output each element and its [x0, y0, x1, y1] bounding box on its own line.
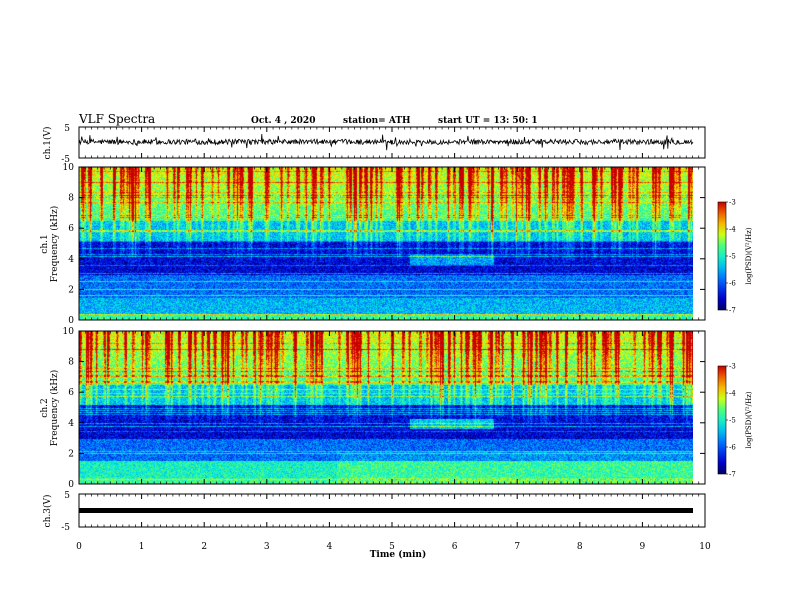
ch3-waveform-line	[79, 508, 693, 513]
y-tick-label: 6	[68, 388, 74, 398]
ch2-spectrogram-ylabel: Frequency (kHz)	[49, 370, 60, 447]
y-tick-label: 4	[68, 419, 74, 429]
colorbar-tick-label: -3	[729, 363, 736, 371]
colorbar-tick-label: -3	[729, 199, 736, 207]
y-tick-label: 2	[68, 285, 74, 295]
x-axis-label: Time (min)	[370, 549, 427, 560]
y-tick-label: 8	[68, 358, 74, 368]
colorbar-gradient	[717, 365, 727, 475]
y-tick-label: 4	[68, 255, 74, 265]
x-tick-label: 2	[201, 542, 207, 552]
ch2-spectrogram-image	[79, 331, 693, 484]
ch1-ylabel: ch.1(V)	[42, 127, 53, 160]
colorbar-tick-label: -7	[729, 471, 736, 479]
colorbar-tick-label: -6	[729, 280, 736, 288]
colorbar-tick-label: -4	[729, 226, 736, 234]
y-tick-label: 2	[68, 449, 74, 459]
ch1-ytick-top: 5	[64, 124, 70, 134]
x-tick-marks	[78, 127, 706, 527]
ch2-spectrogram-ylabel-top: ch.2	[40, 398, 50, 417]
x-tick-label: 3	[264, 542, 270, 552]
x-tick-label: 8	[577, 542, 583, 552]
colorbar-tick-label: -5	[729, 253, 736, 261]
header-station: station= ATH	[343, 116, 411, 126]
ch1-spectrogram-yticks: 0 2 4 6 8 10	[63, 163, 705, 326]
colorbar-label: log(PSD)(V²/Hz)	[745, 391, 753, 448]
colorbar-tick-label: -4	[729, 390, 736, 398]
y-tick-label: 10	[63, 327, 75, 337]
y-tick-label: 8	[68, 194, 74, 204]
colorbar-tick-label: -5	[729, 417, 736, 425]
header-date: Oct. 4 , 2020	[251, 116, 315, 126]
y-tick-label: 0	[68, 316, 74, 326]
x-tick-label: 9	[640, 542, 646, 552]
ch1-spectrogram-ylabel-top: ch.1	[40, 234, 50, 253]
ch1-spectrogram-ylabel: Frequency (kHz)	[49, 206, 60, 283]
y-tick-label: 0	[68, 480, 74, 490]
ch3-waveform-panel: 5 -5 ch.3(V)	[42, 491, 706, 533]
x-tick-label: 7	[514, 542, 520, 552]
colorbar-tick-label: -7	[729, 307, 736, 315]
ch2-colorbar: -3 -4 -5 -6 -7 log(PSD)(V²/Hz)	[717, 363, 753, 479]
y-tick-label: 10	[63, 163, 75, 173]
ch3-ylabel: ch.3(V)	[42, 495, 53, 528]
ch1-ytick-bottom: -5	[61, 155, 70, 165]
ch3-ytick-bottom: -5	[61, 523, 70, 533]
ch1-colorbar: -3 -4 -5 -6 -7 log(PSD)(V²/Hz)	[717, 199, 753, 315]
ch1-spectrogram-panel: 0 2 4 6 8 10 ch.1 Frequency (kHz)	[40, 163, 706, 326]
y-tick-label: 6	[68, 224, 74, 234]
x-tick-label: 1	[139, 542, 145, 552]
ch1-waveform-line	[78, 133, 694, 151]
colorbar-label: log(PSD)(V²/Hz)	[745, 227, 753, 284]
colorbar-gradient	[717, 201, 727, 311]
colorbar-tick-label: -6	[729, 444, 736, 452]
x-tick-label: 6	[452, 542, 458, 552]
x-tick-label: 10	[699, 542, 711, 552]
header-start-time: start UT = 13: 50: 1	[438, 116, 538, 126]
x-tick-label: 4	[327, 542, 333, 552]
x-tick-label: 0	[76, 542, 82, 552]
x-tick-label: 5	[389, 542, 395, 552]
ch3-ytick-top: 5	[64, 491, 70, 501]
chart-title: VLF Spectra	[78, 112, 155, 126]
ch1-spectrogram-image	[79, 167, 693, 320]
ch2-spectrogram-yticks: 0 2 4 6 8 10	[63, 327, 705, 490]
ch2-spectrogram-panel: 0 2 4 6 8 10 ch.2 Frequency (kHz)	[40, 327, 706, 490]
x-tick-labels: 0 1 2 3 4 5 6 7 8 9 10	[76, 542, 711, 552]
